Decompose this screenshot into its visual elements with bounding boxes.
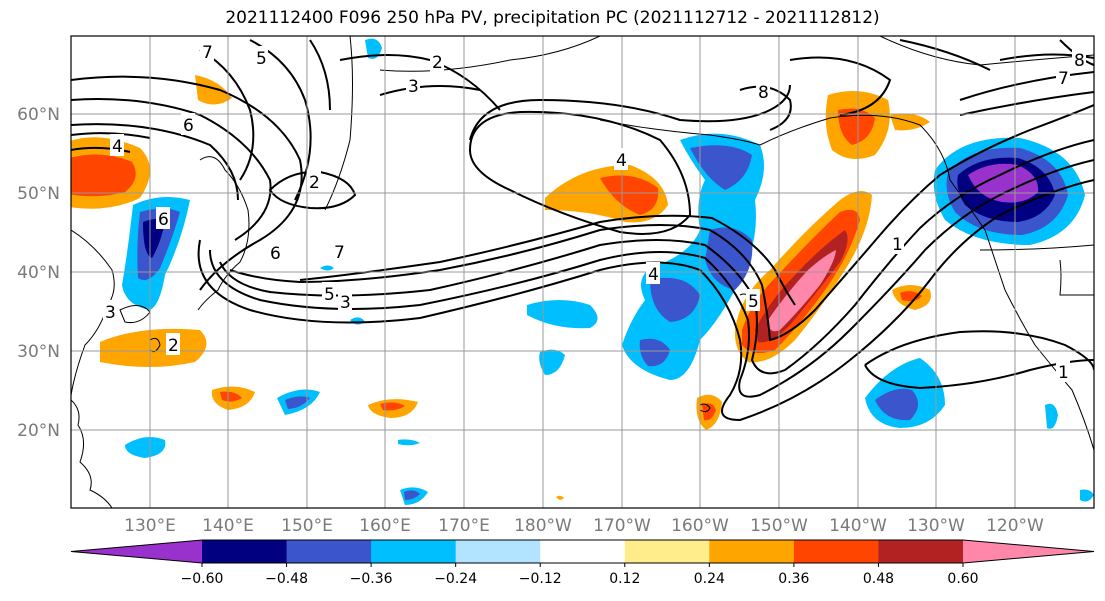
contour-label: 2 bbox=[432, 53, 443, 73]
colorbar-tick-label: −0.48 bbox=[265, 571, 308, 587]
contour-label: 5 bbox=[324, 285, 335, 305]
pv-contours bbox=[71, 39, 1094, 422]
contour-label: 5 bbox=[748, 292, 759, 312]
contour-label: 3 bbox=[408, 77, 419, 97]
map-plot-area: 7 5 2 3 6 4 2 8 6 7 1 6 5 3 bbox=[71, 36, 1094, 508]
lon-label: 150°W bbox=[750, 516, 808, 536]
gridlines bbox=[71, 36, 1094, 508]
contour-label: 3 bbox=[340, 293, 351, 313]
contour-label: 4 bbox=[648, 265, 659, 285]
contour-label: 8 bbox=[758, 83, 769, 103]
colorbar-box bbox=[878, 540, 964, 563]
contour-label: 5 bbox=[256, 49, 267, 69]
colorbar-box bbox=[202, 540, 288, 563]
lat-label: 30°N bbox=[17, 342, 60, 362]
colorbar-tick-label: −0.36 bbox=[350, 571, 393, 587]
colorbar-extension-high bbox=[963, 540, 1094, 563]
contour-label: 6 bbox=[183, 116, 194, 136]
lat-label: 60°N bbox=[17, 105, 60, 125]
contour-label: 4 bbox=[112, 137, 123, 157]
colorbar-box bbox=[540, 540, 626, 563]
contour-label: 1 bbox=[892, 235, 903, 255]
lon-label: 170°E bbox=[438, 516, 490, 536]
colorbar-box bbox=[286, 540, 372, 563]
colorbar-boxes bbox=[70, 539, 1095, 564]
colorbar-extension-low bbox=[71, 540, 202, 563]
colorbar-ticks: −0.60 −0.48 −0.36 −0.24 −0.12 0.12 0.24 0.36 0.4… bbox=[181, 563, 979, 587]
latitude-labels: 60°N 50°N 40°N 30°N 20°N bbox=[17, 105, 60, 441]
colorbar-tick-label: 0.36 bbox=[778, 571, 809, 587]
colorbar-tick-label: 0.48 bbox=[863, 571, 894, 587]
lon-label: 140°E bbox=[202, 516, 254, 536]
lon-label: 130°E bbox=[124, 516, 176, 536]
lon-label: 160°W bbox=[671, 516, 729, 536]
colorbar-box bbox=[793, 540, 879, 563]
colorbar-box bbox=[624, 540, 710, 563]
contour-label: 1 bbox=[1058, 363, 1069, 383]
lon-label: 160°E bbox=[359, 516, 411, 536]
contour-label: 6 bbox=[270, 244, 281, 264]
lat-label: 50°N bbox=[17, 184, 60, 204]
lon-label: 130°W bbox=[907, 516, 965, 536]
colorbar: −0.60 −0.48 −0.36 −0.24 −0.12 0.12 0.24 0.36 0.4… bbox=[70, 539, 1095, 587]
colorbar-tick-label: 0.60 bbox=[947, 571, 978, 587]
lon-label: 180°W bbox=[514, 516, 572, 536]
lat-label: 20°N bbox=[17, 421, 60, 441]
lon-label: 140°W bbox=[829, 516, 887, 536]
colorbar-tick-label: −0.60 bbox=[181, 571, 224, 587]
lon-label: 170°W bbox=[593, 516, 651, 536]
contour-label: 6 bbox=[158, 210, 169, 230]
colorbar-box bbox=[455, 540, 541, 563]
longitude-labels: 130°E 140°E 150°E 160°E 170°E 180°W 170°… bbox=[124, 516, 1044, 536]
contour-label: 8 bbox=[1074, 51, 1085, 71]
contour-label: 7 bbox=[334, 243, 345, 263]
map-title: 2021112400 F096 250 hPa PV, precipitatio… bbox=[225, 8, 880, 28]
precip-shading bbox=[71, 38, 1094, 505]
contour-label: 4 bbox=[616, 151, 627, 171]
contour-label: 2 bbox=[309, 173, 320, 193]
map-frame bbox=[70, 35, 1095, 509]
colorbar-tick-label: −0.24 bbox=[434, 571, 477, 587]
lat-label: 40°N bbox=[17, 263, 60, 283]
lon-label: 150°E bbox=[281, 516, 333, 536]
colorbar-tick-label: 0.24 bbox=[694, 571, 725, 587]
contour-labels: 7 5 2 3 6 4 2 8 6 7 1 6 5 3 bbox=[103, 40, 1086, 383]
contour-label: 3 bbox=[105, 303, 116, 323]
colorbar-box bbox=[371, 540, 457, 563]
colorbar-box bbox=[709, 540, 795, 563]
lon-label: 120°W bbox=[986, 516, 1044, 536]
contour-label: 2 bbox=[168, 336, 179, 356]
colorbar-tick-label: −0.12 bbox=[519, 571, 562, 587]
contour-label: 7 bbox=[202, 43, 213, 63]
contour-label: 7 bbox=[1058, 69, 1069, 89]
colorbar-tick-label: 0.12 bbox=[609, 571, 640, 587]
